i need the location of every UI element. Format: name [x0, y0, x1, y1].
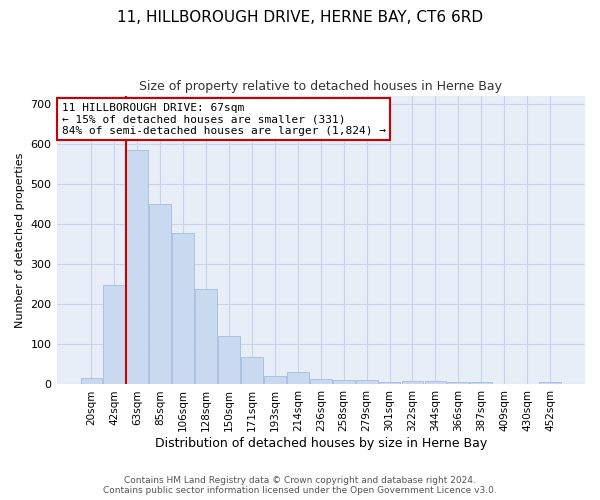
- Y-axis label: Number of detached properties: Number of detached properties: [15, 152, 25, 328]
- Bar: [539, 382, 561, 384]
- Bar: [172, 233, 194, 384]
- Bar: [287, 372, 309, 384]
- Bar: [401, 381, 424, 384]
- Bar: [425, 381, 446, 384]
- Bar: [264, 376, 286, 384]
- X-axis label: Distribution of detached houses by size in Herne Bay: Distribution of detached houses by size …: [155, 437, 487, 450]
- Text: 11 HILLBOROUGH DRIVE: 67sqm
← 15% of detached houses are smaller (331)
84% of se: 11 HILLBOROUGH DRIVE: 67sqm ← 15% of det…: [62, 103, 386, 136]
- Bar: [310, 379, 332, 384]
- Bar: [470, 382, 492, 384]
- Bar: [333, 380, 355, 384]
- Title: Size of property relative to detached houses in Herne Bay: Size of property relative to detached ho…: [139, 80, 502, 93]
- Bar: [218, 336, 240, 384]
- Bar: [356, 380, 377, 384]
- Bar: [195, 290, 217, 384]
- Text: 11, HILLBOROUGH DRIVE, HERNE BAY, CT6 6RD: 11, HILLBOROUGH DRIVE, HERNE BAY, CT6 6R…: [117, 10, 483, 25]
- Bar: [127, 150, 148, 384]
- Bar: [379, 382, 400, 384]
- Bar: [149, 204, 171, 384]
- Text: Contains HM Land Registry data © Crown copyright and database right 2024.
Contai: Contains HM Land Registry data © Crown c…: [103, 476, 497, 495]
- Bar: [241, 357, 263, 384]
- Bar: [80, 378, 103, 384]
- Bar: [448, 382, 469, 384]
- Bar: [103, 286, 125, 384]
